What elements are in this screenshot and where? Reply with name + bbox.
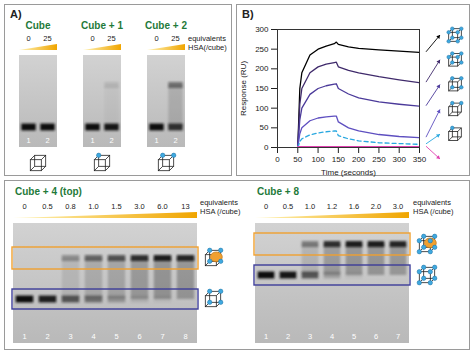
- svg-text:B): B): [242, 8, 254, 20]
- svg-text:4: 4: [330, 332, 334, 341]
- svg-text:5: 5: [114, 332, 118, 341]
- svg-text:Response (RU): Response (RU): [239, 61, 248, 116]
- svg-text:2.0: 2.0: [371, 202, 381, 211]
- svg-text:150: 150: [332, 155, 346, 164]
- svg-text:Cube + 2: Cube + 2: [145, 20, 187, 31]
- svg-text:50: 50: [260, 123, 269, 132]
- svg-text:3.0: 3.0: [134, 202, 144, 211]
- svg-text:equivalents: equivalents: [413, 198, 451, 207]
- svg-text:0: 0: [275, 155, 280, 164]
- svg-text:equivalents: equivalents: [200, 198, 238, 207]
- svg-text:Cube + 8: Cube + 8: [257, 186, 299, 197]
- svg-text:HSA (/cube): HSA (/cube): [200, 207, 241, 216]
- svg-text:3: 3: [68, 332, 72, 341]
- svg-text:150: 150: [255, 84, 269, 93]
- svg-text:2: 2: [286, 332, 290, 341]
- svg-text:200: 200: [352, 155, 366, 164]
- svg-text:300: 300: [255, 25, 269, 34]
- svg-text:5: 5: [352, 332, 356, 341]
- svg-text:1: 1: [154, 136, 158, 145]
- svg-text:25: 25: [43, 34, 51, 43]
- svg-text:1: 1: [26, 136, 30, 145]
- svg-text:6: 6: [137, 332, 141, 341]
- svg-text:7: 7: [396, 332, 400, 341]
- svg-text:0: 0: [22, 202, 26, 211]
- svg-text:3: 3: [308, 332, 312, 341]
- svg-text:0: 0: [90, 34, 94, 43]
- svg-text:0: 0: [264, 202, 268, 211]
- svg-text:350: 350: [413, 155, 427, 164]
- svg-text:1.0: 1.0: [88, 202, 98, 211]
- svg-text:0.5: 0.5: [42, 202, 52, 211]
- svg-text:1.2: 1.2: [327, 202, 337, 211]
- svg-text:2: 2: [109, 136, 113, 145]
- svg-text:3.0: 3.0: [393, 202, 403, 211]
- svg-text:Cube: Cube: [26, 20, 51, 31]
- svg-text:200: 200: [255, 64, 269, 73]
- svg-text:1: 1: [264, 332, 268, 341]
- svg-text:1.0: 1.0: [305, 202, 315, 211]
- svg-text:0: 0: [264, 143, 269, 152]
- svg-text:2: 2: [45, 136, 49, 145]
- svg-text:Cube + 4 (top): Cube + 4 (top): [15, 186, 82, 197]
- svg-text:100: 100: [255, 104, 269, 113]
- svg-text:6.0: 6.0: [157, 202, 167, 211]
- svg-text:Time (seconds): Time (seconds): [321, 168, 376, 177]
- svg-text:7: 7: [160, 332, 164, 341]
- svg-text:0: 0: [26, 34, 30, 43]
- svg-text:4: 4: [91, 332, 95, 341]
- svg-text:1.5: 1.5: [111, 202, 121, 211]
- svg-text:13: 13: [181, 202, 189, 211]
- svg-text:1: 1: [90, 136, 94, 145]
- svg-text:8: 8: [183, 332, 187, 341]
- svg-text:A): A): [10, 8, 22, 20]
- svg-text:2: 2: [45, 332, 49, 341]
- svg-text:50: 50: [293, 155, 302, 164]
- svg-text:25: 25: [171, 34, 179, 43]
- svg-text:1: 1: [22, 332, 26, 341]
- svg-text:100: 100: [311, 155, 325, 164]
- svg-text:300: 300: [393, 155, 407, 164]
- svg-text:HSA(/cube): HSA(/cube): [188, 43, 227, 52]
- svg-text:Cube + 1: Cube + 1: [81, 20, 123, 31]
- svg-text:6: 6: [374, 332, 378, 341]
- svg-text:25: 25: [107, 34, 115, 43]
- svg-text:250: 250: [372, 155, 386, 164]
- svg-text:0.5: 0.5: [283, 202, 293, 211]
- svg-text:0.8: 0.8: [65, 202, 75, 211]
- svg-text:250: 250: [255, 45, 269, 54]
- svg-text:1.6: 1.6: [349, 202, 359, 211]
- svg-text:0: 0: [154, 34, 158, 43]
- svg-text:equivalents: equivalents: [188, 34, 226, 43]
- svg-text:HSA (/cube): HSA (/cube): [413, 207, 454, 216]
- svg-text:2: 2: [173, 136, 177, 145]
